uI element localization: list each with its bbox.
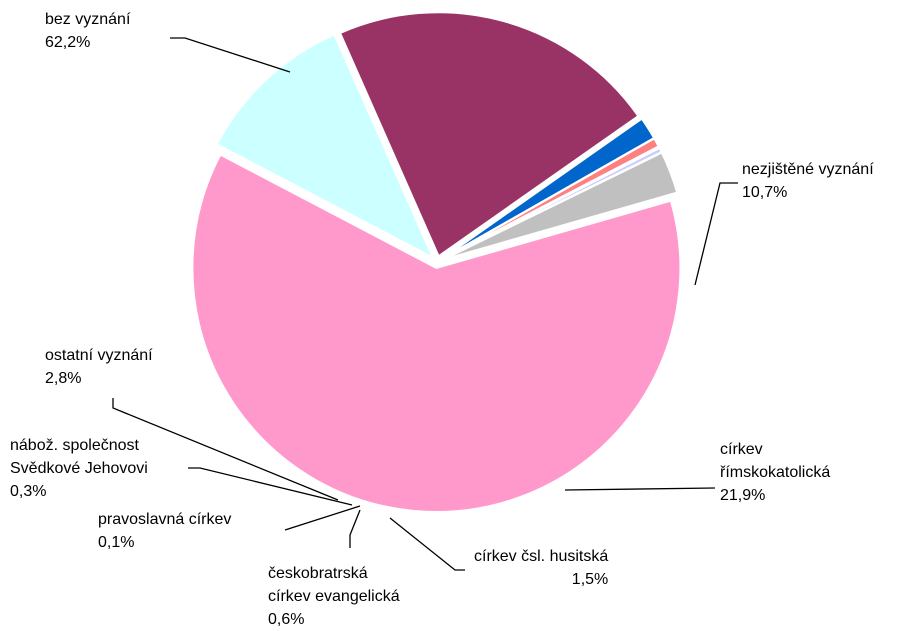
label-group: nezjištěné vyznání 10,7% — [742, 158, 874, 204]
leader-line — [112, 398, 339, 501]
value-label: 0,3% — [10, 483, 47, 500]
leader-line — [349, 509, 361, 548]
value-label: 1,5% — [571, 571, 609, 588]
slice-label: církev čsl. husitská — [474, 548, 609, 565]
leader-line — [389, 517, 465, 571]
leader-line — [694, 182, 738, 286]
slice-label: pravoslavná církev — [98, 511, 232, 528]
leader-line — [564, 487, 716, 491]
leader-line — [170, 37, 291, 73]
label-group: českobratrská církev evangelická 0,6% — [268, 562, 400, 631]
slice-label: českobratrská církev evangelická — [268, 565, 400, 605]
leader-line — [284, 505, 361, 531]
slice-label: ostatní vyznání — [45, 347, 153, 364]
label-group: církev čsl. husitská 1,5% — [474, 545, 608, 591]
value-label: 62,2% — [45, 34, 91, 51]
value-label: 0,1% — [98, 534, 135, 551]
value-label: 2,8% — [45, 370, 82, 387]
pie-slice — [442, 151, 679, 261]
slice-label: bez vyznání — [45, 11, 131, 28]
pie-slice — [215, 33, 435, 260]
label-group: ostatní vyznání 2,8% — [45, 344, 153, 390]
label-group: nábož. společnost Svědkové Jehovovi 0,3% — [10, 434, 148, 503]
value-label: 10,7% — [742, 184, 788, 201]
slice-label: nezjištěné vyznání — [742, 161, 874, 178]
leader-line — [188, 467, 353, 506]
pie-slice — [191, 153, 682, 513]
slice-label: nábož. společnost Svědkové Jehovovi — [10, 437, 148, 477]
pie-slice — [338, 11, 640, 258]
value-label: 21,9% — [720, 487, 766, 504]
label-group: církev římskokatolická 21,9% — [720, 438, 830, 507]
slice-label: církev římskokatolická — [720, 441, 831, 481]
label-group: bez vyznání 62,2% — [45, 8, 130, 54]
label-group: pravoslavná církev 0,1% — [98, 508, 231, 554]
value-label: 0,6% — [268, 611, 305, 628]
